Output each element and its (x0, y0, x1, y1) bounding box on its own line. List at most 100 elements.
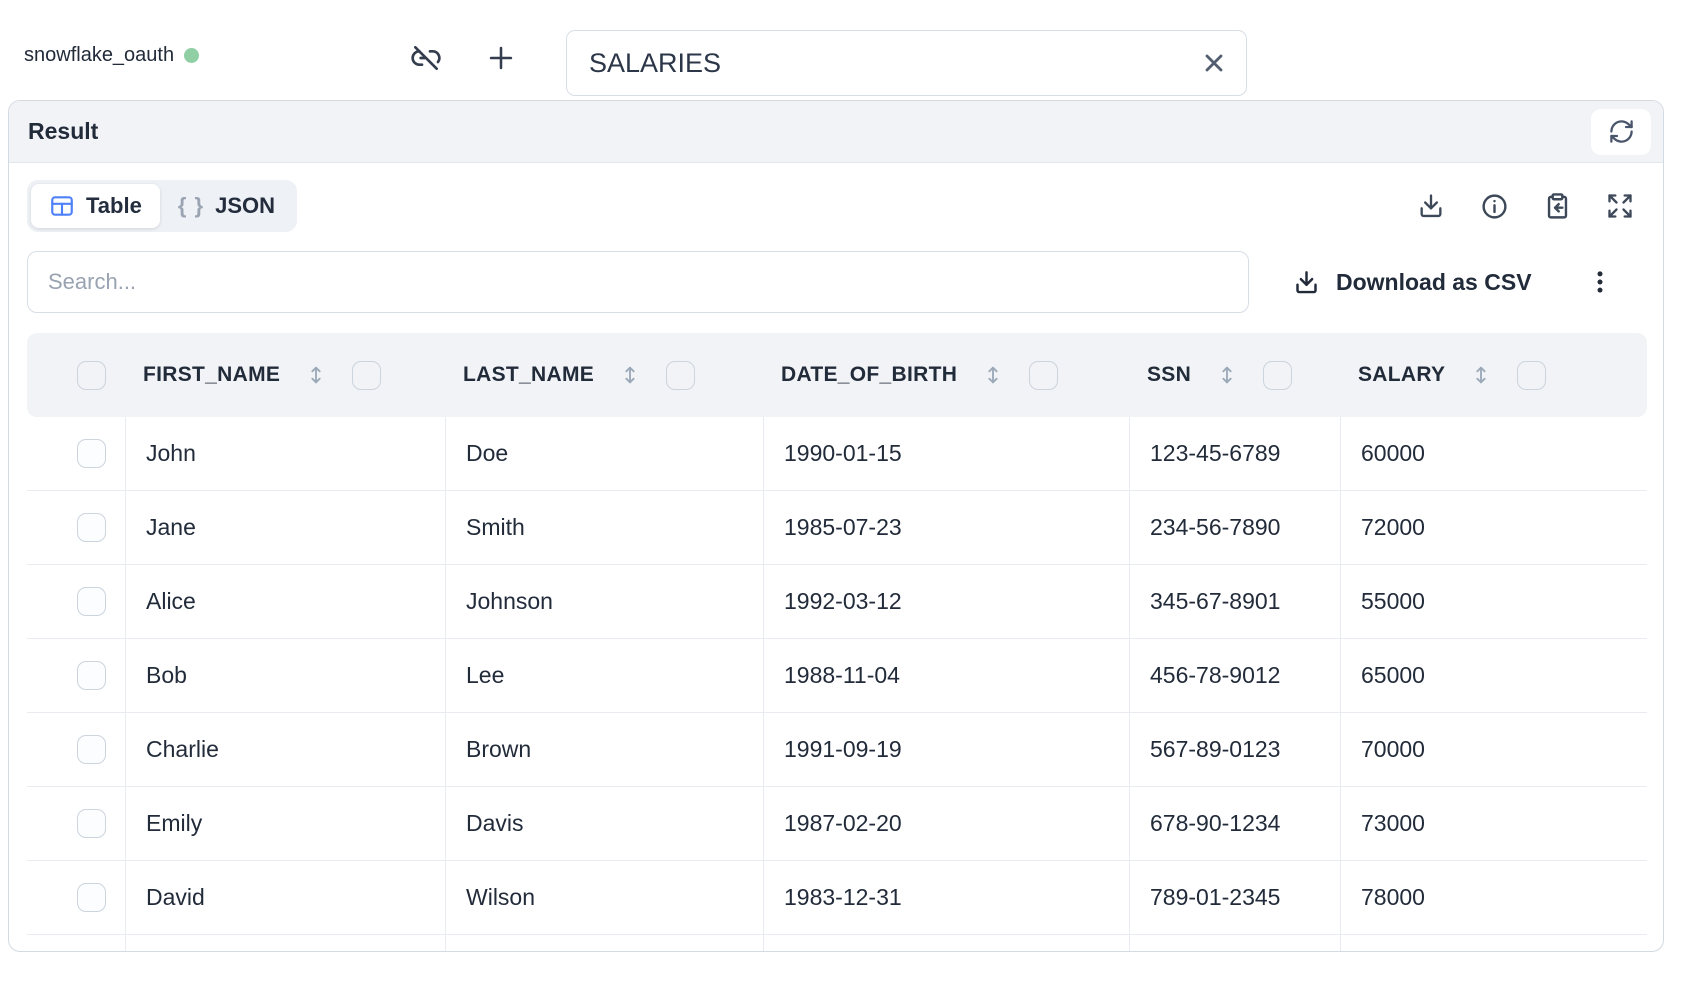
table-menu-button[interactable] (1583, 265, 1617, 299)
column-label: SSN (1147, 363, 1192, 386)
row-select-cell (27, 491, 125, 564)
row-checkbox[interactable] (76, 735, 106, 764)
tab-table[interactable]: Table (31, 184, 160, 228)
row-select-cell (27, 639, 125, 712)
row-checkbox[interactable] (76, 661, 106, 690)
column-select-checkbox[interactable] (666, 360, 696, 390)
column-select-checkbox[interactable] (352, 360, 382, 390)
cell-salary: 70000 (1340, 713, 1647, 786)
select-all-checkbox[interactable] (76, 360, 106, 390)
cell-date-of-birth: 1992-03-12 (763, 565, 1129, 638)
column-select-checkbox[interactable] (1517, 360, 1547, 390)
cell-last-name: Davis (445, 787, 763, 860)
result-header: Result (9, 101, 1663, 163)
cell-ssn: 678-90-1234 (1129, 787, 1340, 860)
column-label: FIRST_NAME (143, 363, 281, 386)
row-checkbox[interactable] (76, 809, 106, 838)
cell-last-name: Brown (445, 713, 763, 786)
expand-result-button[interactable] (1605, 191, 1635, 221)
cell-salary: 65000 (1340, 639, 1647, 712)
panel-title: Result (28, 118, 99, 144)
sort-button[interactable] (982, 364, 1004, 386)
tab-table-label: Table (86, 193, 142, 218)
clear-table-button[interactable] (1192, 41, 1236, 85)
cell-salary: 72000 (1340, 491, 1647, 564)
table-icon (49, 193, 75, 219)
cell-last-name: Doe (445, 417, 763, 490)
download-csv-label: Download as CSV (1336, 268, 1532, 295)
row-checkbox[interactable] (76, 439, 106, 468)
connection-status-dot (184, 48, 200, 63)
table-row: Charlie Brown 1991-09-19 567-89-0123 70000 (27, 713, 1647, 787)
row-select-cell (27, 713, 125, 786)
cell-salary: 78000 (1340, 861, 1647, 934)
cell-ssn: 789-01-2345 (1129, 861, 1340, 934)
row-select-cell (27, 565, 125, 638)
connection-name: snowflake_oauth (24, 44, 175, 66)
cell-date-of-birth: 1991-09-19 (763, 713, 1129, 786)
result-body: Table { } JSON (9, 180, 1663, 951)
table-row: Emily Davis 1987-02-20 678-90-1234 73000 (27, 787, 1647, 861)
table-controls-row: Download as CSV (27, 251, 1645, 313)
sort-button[interactable] (1470, 364, 1492, 386)
tab-json-label: JSON (215, 193, 275, 218)
download-result-button[interactable] (1416, 191, 1446, 221)
copy-result-button[interactable] (1542, 191, 1572, 221)
cell-ssn: 234-56-7890 (1129, 491, 1340, 564)
cell-first-name: Charlie (125, 713, 445, 786)
column-header-first-name: FIRST_NAME (125, 333, 445, 417)
cell-salary: 73000 (1340, 787, 1647, 860)
json-braces-icon: { } (177, 193, 205, 218)
row-select-cell (27, 417, 125, 490)
cell-last-name: Lee (445, 639, 763, 712)
tab-json[interactable]: { } JSON (160, 184, 293, 228)
table-body: John Doe 1990-01-15 123-45-6789 60000 Jane Smi… (27, 417, 1647, 935)
connection-indicator: snowflake_oauth (24, 44, 200, 67)
cell-salary: 60000 (1340, 417, 1647, 490)
cell-first-name: David (125, 861, 445, 934)
table-row: Alice Johnson 1992-03-12 345-67-8901 55000 (27, 565, 1647, 639)
cell-salary: 55000 (1340, 565, 1647, 638)
sort-button[interactable] (619, 364, 641, 386)
column-label: LAST_NAME (463, 363, 595, 386)
result-table: FIRST_NAME LAST_NAME DATE_OF_BIRTH SSN (27, 333, 1647, 951)
column-header-last-name: LAST_NAME (445, 333, 763, 417)
cell-first-name: Alice (125, 565, 445, 638)
download-csv-button[interactable]: Download as CSV (1293, 269, 1532, 296)
cell-date-of-birth: 1985-07-23 (763, 491, 1129, 564)
sort-button[interactable] (1216, 364, 1238, 386)
table-name-input[interactable] (567, 47, 1192, 79)
row-checkbox[interactable] (76, 883, 106, 912)
column-header-ssn: SSN (1129, 333, 1340, 417)
add-query-button[interactable] (483, 40, 519, 76)
cell-last-name: Smith (445, 491, 763, 564)
column-select-checkbox[interactable] (1029, 360, 1059, 390)
result-panel: Result Table (8, 100, 1664, 952)
table-header-row: FIRST_NAME LAST_NAME DATE_OF_BIRTH SSN (27, 333, 1647, 417)
result-toolbar: Table { } JSON (27, 180, 1645, 232)
column-select-checkbox[interactable] (1263, 360, 1293, 390)
plus-icon (484, 41, 518, 75)
column-header-date-of-birth: DATE_OF_BIRTH (763, 333, 1129, 417)
result-info-button[interactable] (1479, 191, 1509, 221)
sort-button[interactable] (305, 364, 327, 386)
table-row: Jane Smith 1985-07-23 234-56-7890 72000 (27, 491, 1647, 565)
column-label: DATE_OF_BIRTH (781, 363, 958, 386)
column-header-salary: SALARY (1340, 333, 1647, 417)
disconnect-button[interactable] (408, 40, 444, 76)
row-checkbox[interactable] (76, 587, 106, 616)
top-bar: snowflake_oauth (0, 0, 1682, 100)
cell-last-name: Johnson (445, 565, 763, 638)
search-input[interactable] (27, 251, 1249, 313)
kebab-menu-icon (1585, 267, 1615, 297)
info-icon (1480, 192, 1509, 221)
column-label: SALARY (1358, 363, 1446, 386)
table-row: David Wilson 1983-12-31 789-01-2345 78000 (27, 861, 1647, 935)
row-checkbox[interactable] (76, 513, 106, 542)
refresh-button[interactable] (1591, 108, 1651, 155)
header-select-all-cell (27, 333, 125, 417)
cell-date-of-birth: 1983-12-31 (763, 861, 1129, 934)
cell-last-name: Wilson (445, 861, 763, 934)
table-row: Bob Lee 1988-11-04 456-78-9012 65000 (27, 639, 1647, 713)
cell-first-name: Bob (125, 639, 445, 712)
